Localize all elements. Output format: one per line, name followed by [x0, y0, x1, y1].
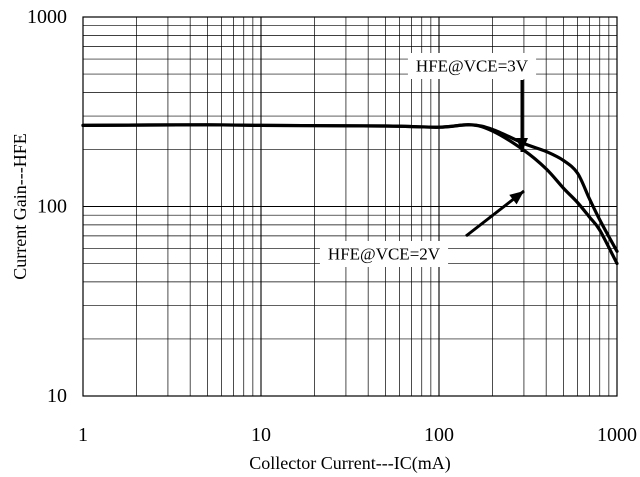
series-line-vce-2v: [81, 123, 619, 266]
curves: [81, 123, 619, 266]
x-tick-label: 10: [251, 424, 271, 446]
annotation-vce-3v-label: HFE@VCE=3V: [416, 57, 529, 76]
x-tick-label: 100: [424, 424, 454, 446]
y-axis-title: Current Gain---HFE: [10, 133, 30, 279]
x-tick-label: 1000: [597, 424, 637, 446]
arrow-vce-3v-head: [516, 138, 528, 152]
x-axis-title: Collector Current---IC(mA): [249, 453, 450, 474]
annotation-vce-2v: HFE@VCE=2V: [319, 241, 449, 267]
plot-frame: [82, 16, 618, 397]
series-line-vce-3v: [81, 123, 619, 253]
y-tick-label: 10: [47, 385, 67, 407]
grid: [83, 17, 617, 396]
x-tick-label: 1: [78, 424, 88, 446]
annotation-vce-2v-bg: [319, 241, 449, 267]
annotation-vce-3v-bg: [407, 53, 537, 79]
annotation-vce-3v: HFE@VCE=3V: [407, 53, 537, 79]
y-tick-labels: 10 100 1000: [27, 6, 67, 407]
annotation-vce-2v-label: HFE@VCE=2V: [328, 245, 441, 264]
annotation-arrows: [465, 80, 528, 238]
y-tick-label: 100: [37, 196, 67, 218]
y-tick-label: 1000: [27, 6, 67, 28]
arrow-vce-2v-head: [509, 191, 524, 205]
x-tick-labels: 1 10 100 1000: [78, 424, 637, 446]
